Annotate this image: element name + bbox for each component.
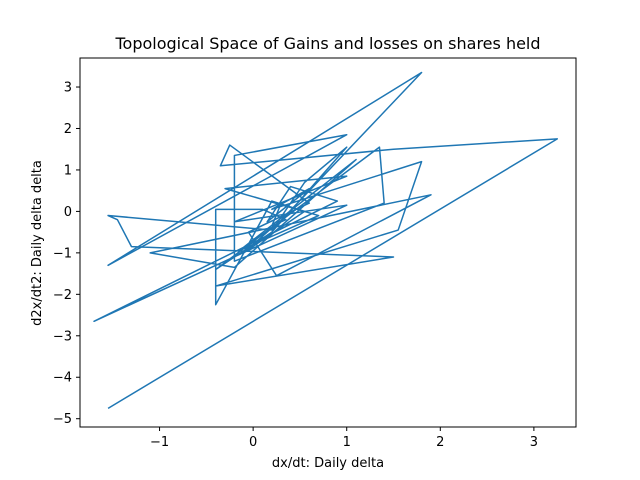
x-tick-label: −1	[150, 435, 169, 450]
y-axis: −5 −4 −3 −2 −1 0 1 2 3	[53, 81, 80, 427]
x-tick-label: 3	[530, 435, 538, 450]
x-tick-label: 1	[343, 435, 351, 450]
y-tick-label: 0	[64, 205, 72, 220]
y-tick-label: 1	[64, 163, 72, 178]
series-line	[93, 71, 559, 409]
y-tick-label: 3	[64, 81, 72, 96]
chart-title: Topological Space of Gains and losses on…	[114, 34, 540, 53]
y-tick-label: −1	[53, 246, 72, 261]
y-tick-label: 2	[64, 122, 72, 137]
y-tick-label: −5	[53, 412, 72, 427]
x-tick-label: 2	[436, 435, 444, 450]
x-tick-label: 0	[249, 435, 257, 450]
plot-area	[93, 71, 559, 409]
x-axis-label: dx/dt: Daily delta	[272, 456, 384, 471]
y-tick-label: −2	[53, 288, 72, 303]
plot-frame	[79, 57, 577, 428]
y-tick-label: −3	[53, 329, 72, 344]
y-axis-label: d2x/dt2: Daily delta delta	[30, 160, 45, 326]
y-tick-label: −4	[53, 371, 72, 386]
x-axis: −1 0 1 2 3	[150, 427, 538, 450]
